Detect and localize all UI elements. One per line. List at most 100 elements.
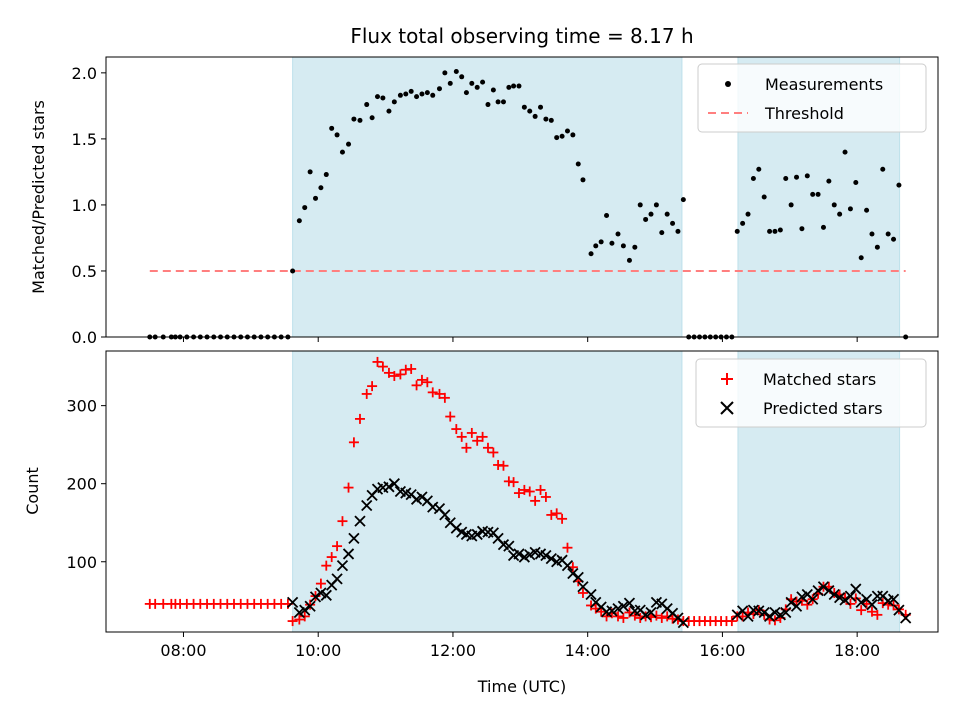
matched-star-point — [451, 424, 462, 435]
measurement-point — [490, 87, 496, 93]
top-legend: Measurements Threshold — [697, 63, 927, 133]
predicted-star-point — [439, 509, 451, 521]
predicted-star-point — [331, 573, 343, 585]
measurement-point — [307, 169, 313, 175]
bottom-panel: 100 200 300 08:00 10:00 12:00 14:00 16:00 18:00… — [23, 350, 939, 696]
measurement-point — [532, 113, 538, 119]
measurement-point — [783, 176, 789, 182]
predicted-star-point — [900, 612, 912, 624]
measurement-point — [543, 116, 549, 122]
measurement-point — [386, 108, 392, 114]
measurement-point — [374, 94, 380, 100]
matched-star-point — [726, 616, 737, 627]
measurement-point — [329, 125, 335, 131]
matched-star-point — [562, 542, 573, 553]
predicted-star-point — [823, 584, 835, 597]
shaded-interval-1 — [292, 350, 683, 633]
bottom-legend-box — [695, 358, 927, 428]
matched-star-point — [596, 606, 607, 617]
matched-star-point — [343, 482, 354, 493]
measurement-point — [302, 205, 308, 211]
matched-star-point — [856, 605, 867, 616]
top-x-ticks — [182, 337, 858, 342]
measurement-point — [609, 240, 615, 246]
measurement-point — [869, 231, 875, 237]
legend-label-threshold: Threshold — [764, 104, 844, 123]
top-y-ticks: 0.0 0.5 1.0 1.5 2.0 — [72, 64, 106, 347]
predicted-star-point — [807, 593, 819, 605]
predicted-star-point — [866, 599, 878, 611]
measurement-point — [436, 86, 442, 92]
top-panel: 0.00.51.01.52.0 Matched/Predicted stars … — [29, 56, 939, 347]
measurement-point — [620, 243, 626, 249]
measurement-point — [810, 191, 816, 197]
measurement-point — [318, 185, 324, 191]
matched-star-point — [551, 508, 562, 519]
x-tick-label: 18:00 — [834, 641, 880, 660]
measurement-point — [670, 220, 676, 226]
measurement-point — [334, 132, 340, 138]
y-tick-label: 1.5 — [72, 130, 97, 149]
predicted-star-point — [785, 596, 797, 608]
measurement-point — [570, 132, 576, 138]
measurement-point — [788, 202, 794, 208]
measurement-point — [339, 149, 345, 155]
matched-star-point — [618, 612, 629, 623]
measurement-point — [745, 211, 751, 217]
predicted-star-point — [309, 591, 322, 603]
predicted-star-point — [623, 597, 636, 609]
predicted-star-point — [342, 548, 355, 560]
predicted-star-point — [299, 604, 311, 616]
x-tick-label: 08:00 — [160, 641, 206, 660]
measurement-point — [756, 166, 762, 172]
matched-star-point — [427, 387, 438, 398]
measurement-point — [538, 104, 544, 110]
matched-star-point — [348, 437, 359, 448]
matched-star-point — [416, 374, 427, 385]
bottom-axes-frame — [105, 350, 939, 633]
measurement-point — [290, 268, 296, 274]
predicted-star-point — [567, 567, 579, 580]
bottom-plot-data — [144, 356, 912, 629]
matched-star-point — [546, 509, 557, 520]
measurement-point — [447, 80, 453, 86]
measurement-point — [767, 228, 773, 234]
measurement-point — [474, 84, 480, 90]
matched-star-point — [477, 431, 488, 442]
measurement-point — [777, 227, 783, 233]
measurement-point — [659, 230, 665, 236]
matched-star-point — [557, 513, 568, 524]
matched-star-point — [287, 616, 298, 627]
matched-star-point — [888, 600, 899, 611]
measurement-point — [469, 80, 475, 86]
measurement-point — [653, 202, 659, 208]
matched-star-point — [332, 541, 343, 552]
measurement-point — [750, 176, 756, 182]
measurement-point — [837, 211, 843, 217]
matched-star-point — [294, 614, 305, 625]
measurement-point — [346, 141, 352, 147]
measurement-point — [564, 128, 570, 134]
measurement-point — [351, 116, 357, 122]
y-tick-label: 300 — [66, 397, 97, 416]
legend-label-predicted-stars: Predicted stars — [763, 399, 883, 418]
measurement-point — [521, 104, 527, 110]
measurement-point — [548, 117, 554, 123]
top-legend-box — [697, 63, 927, 133]
predicted-star-point — [361, 499, 373, 512]
matched-star-point — [337, 516, 348, 527]
predicted-star-point — [388, 478, 400, 490]
predicted-star-point — [780, 606, 792, 619]
measurement-point — [511, 83, 517, 89]
legend-marker-measurements — [725, 81, 731, 87]
predicted-star-point — [617, 600, 630, 612]
measurement-point — [357, 117, 363, 123]
matched-star-point — [466, 427, 477, 438]
predicted-star-point — [855, 596, 867, 608]
matched-star-point — [472, 435, 483, 446]
matched-star-point — [434, 388, 445, 399]
measurement-point — [480, 79, 486, 85]
matched-star-point — [372, 356, 383, 367]
predicted-star-point — [758, 606, 770, 619]
predicted-star-point — [336, 560, 349, 572]
